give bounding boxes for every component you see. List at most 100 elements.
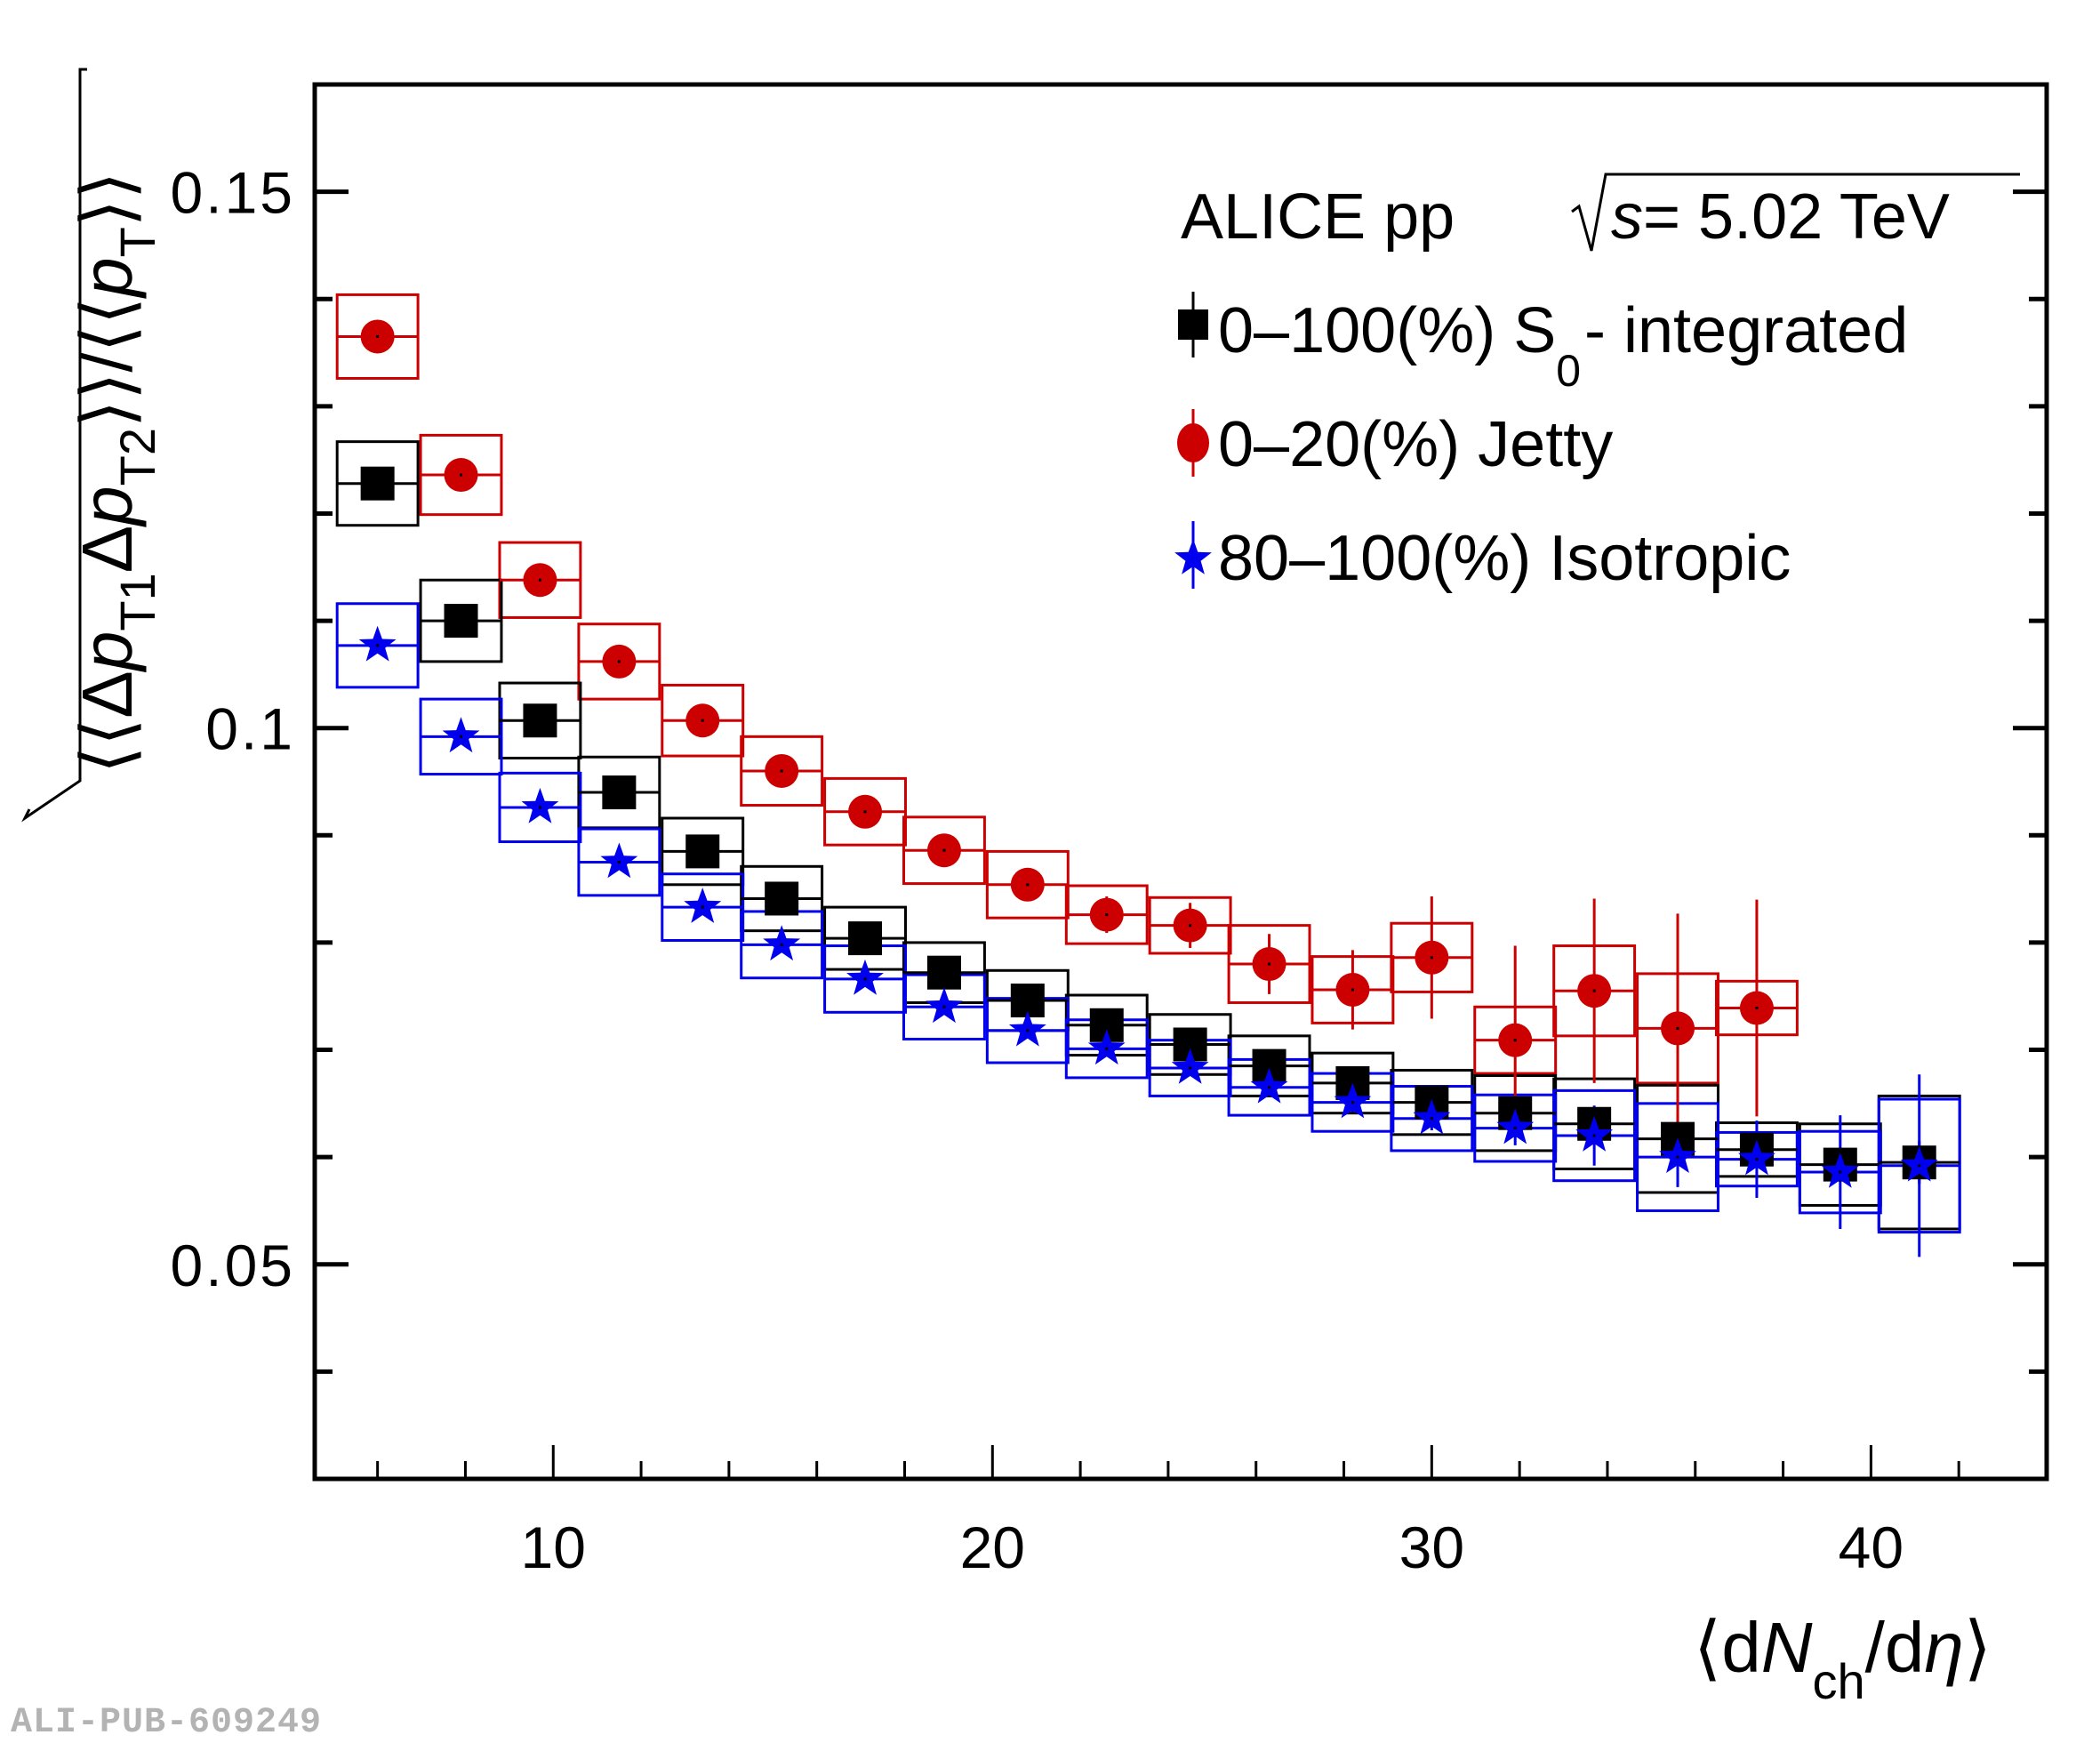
data-point-center (1430, 956, 1433, 960)
data-point-center (1351, 1101, 1354, 1104)
data-point-star (600, 842, 638, 879)
data-point-center (863, 977, 867, 981)
x-axis-label: ⟨dNch/dη⟩ (1694, 1608, 1992, 1709)
legend-entry-isotropic: 80–100(%) Isotropic (1174, 521, 1791, 594)
data-point-star (1413, 1098, 1451, 1135)
data-point-star (358, 625, 397, 662)
annotation-energy: = 5.02 TeV (1643, 181, 1950, 253)
tick-labels: 0.05 0.1 0.15 10 20 30 40 (171, 160, 1904, 1580)
x-tick-label: 40 (1839, 1514, 1904, 1580)
data-point-star (1900, 1145, 1938, 1182)
legend-circle-marker (1177, 423, 1209, 462)
data-point-center (1189, 924, 1192, 928)
data-point-center (460, 473, 463, 477)
data-point-center (1189, 1066, 1192, 1070)
y-label-sqrt (21, 68, 87, 823)
data-point-center (780, 943, 783, 946)
data-markers (358, 319, 1938, 1188)
data-point-star (684, 888, 722, 923)
legend-label-isotropic: 80–100(%) Isotropic (1218, 523, 1791, 594)
data-point-center (1918, 1164, 1921, 1168)
data-point-star (442, 717, 480, 753)
legend-label-s0: 0–100(%) S0- integrated (1218, 295, 1908, 396)
systematic-boxes (335, 293, 1961, 1234)
data-point-center (1755, 1006, 1759, 1009)
data-point-star (1008, 1010, 1046, 1047)
data-point-star (763, 925, 801, 961)
data-point-center (1513, 1039, 1517, 1042)
data-point-star (1659, 1137, 1696, 1173)
x-tick-label: 30 (1399, 1514, 1464, 1580)
data-point-center (1026, 883, 1030, 887)
data-point-star (1250, 1067, 1288, 1104)
legend-label-jetty: 0–20(%) Jetty (1218, 409, 1613, 480)
data-point-star (1821, 1153, 1859, 1188)
data-point-square (523, 703, 557, 738)
annotation: ALICE pp s = 5.02 TeV (1181, 173, 2020, 253)
data-point-center (1105, 1047, 1109, 1050)
data-point-center (942, 848, 946, 852)
legend: 0–100(%) S0- integrated 0–20(%) Jetty 80… (1174, 292, 1908, 594)
x-tick-label: 10 (521, 1514, 586, 1580)
data-point-center (942, 1005, 946, 1008)
axis-ticks (315, 82, 2048, 1482)
data-point-center (780, 769, 783, 773)
data-point-center (701, 719, 704, 722)
y-tick-label: 0.05 (171, 1233, 295, 1298)
plot-frame (312, 82, 2049, 1482)
legend-square-marker (1178, 309, 1208, 340)
data-point-center (376, 334, 380, 338)
data-point-star (521, 787, 559, 823)
data-point-center (1755, 1158, 1759, 1161)
y-tick-label: 0.1 (205, 696, 295, 762)
data-point-center (863, 810, 867, 814)
data-point-center (1268, 1086, 1271, 1089)
y-axis-label: ⟨⟨ΔpT1ΔpT2⟩⟩/⟨⟨pT⟩⟩ (21, 68, 165, 823)
watermark: ALI-PUB-609249 (11, 1703, 323, 1743)
data-point-star (1575, 1116, 1614, 1152)
sqrt-sign (1571, 173, 2020, 252)
data-point-star (1496, 1108, 1535, 1145)
data-point-center (1026, 1029, 1030, 1032)
x-tick-label: 20 (960, 1514, 1025, 1580)
data-point-center (1105, 913, 1109, 917)
data-point-star (1087, 1029, 1126, 1065)
data-point-center (1351, 988, 1354, 992)
data-point-center (538, 578, 541, 582)
data-point-square (360, 466, 395, 501)
data-point-square (444, 604, 478, 639)
data-point-star (846, 959, 884, 995)
data-point-star (1738, 1139, 1775, 1176)
data-point-star (1171, 1048, 1209, 1084)
data-point-center (1676, 1026, 1679, 1030)
legend-entry-jetty: 0–20(%) Jetty (1177, 409, 1613, 480)
legend-entry-s0: 0–100(%) S0- integrated (1178, 292, 1908, 396)
data-point-center (1592, 1134, 1596, 1137)
data-point-center (1430, 1117, 1433, 1120)
data-point-square (685, 834, 720, 869)
data-point-square (926, 955, 961, 990)
data-point-center (538, 806, 541, 809)
data-point-center (617, 660, 621, 663)
data-point-center (376, 644, 380, 647)
annotation-energy-s: s (1611, 181, 1643, 253)
legend-star-marker (1174, 539, 1212, 574)
data-point-center (1268, 962, 1271, 966)
y-label-text: ⟨⟨ΔpT1ΔpT2⟩⟩/⟨⟨pT⟩⟩ (68, 172, 165, 774)
plot-area-border (312, 82, 2049, 1482)
data-point-square (602, 775, 637, 810)
annotation-experiment: ALICE pp (1181, 181, 1455, 253)
data-point-square (848, 921, 883, 956)
data-point-center (701, 905, 704, 909)
data-point-star (926, 987, 963, 1024)
data-point-center (617, 860, 621, 863)
y-tick-label: 0.15 (171, 160, 295, 226)
data-point-center (1676, 1155, 1679, 1159)
data-point-center (1513, 1127, 1517, 1130)
data-point-center (460, 735, 463, 738)
data-point-center (1592, 989, 1596, 992)
data-point-star (1334, 1082, 1372, 1119)
data-point-square (765, 881, 799, 916)
data-point-center (1839, 1170, 1842, 1174)
